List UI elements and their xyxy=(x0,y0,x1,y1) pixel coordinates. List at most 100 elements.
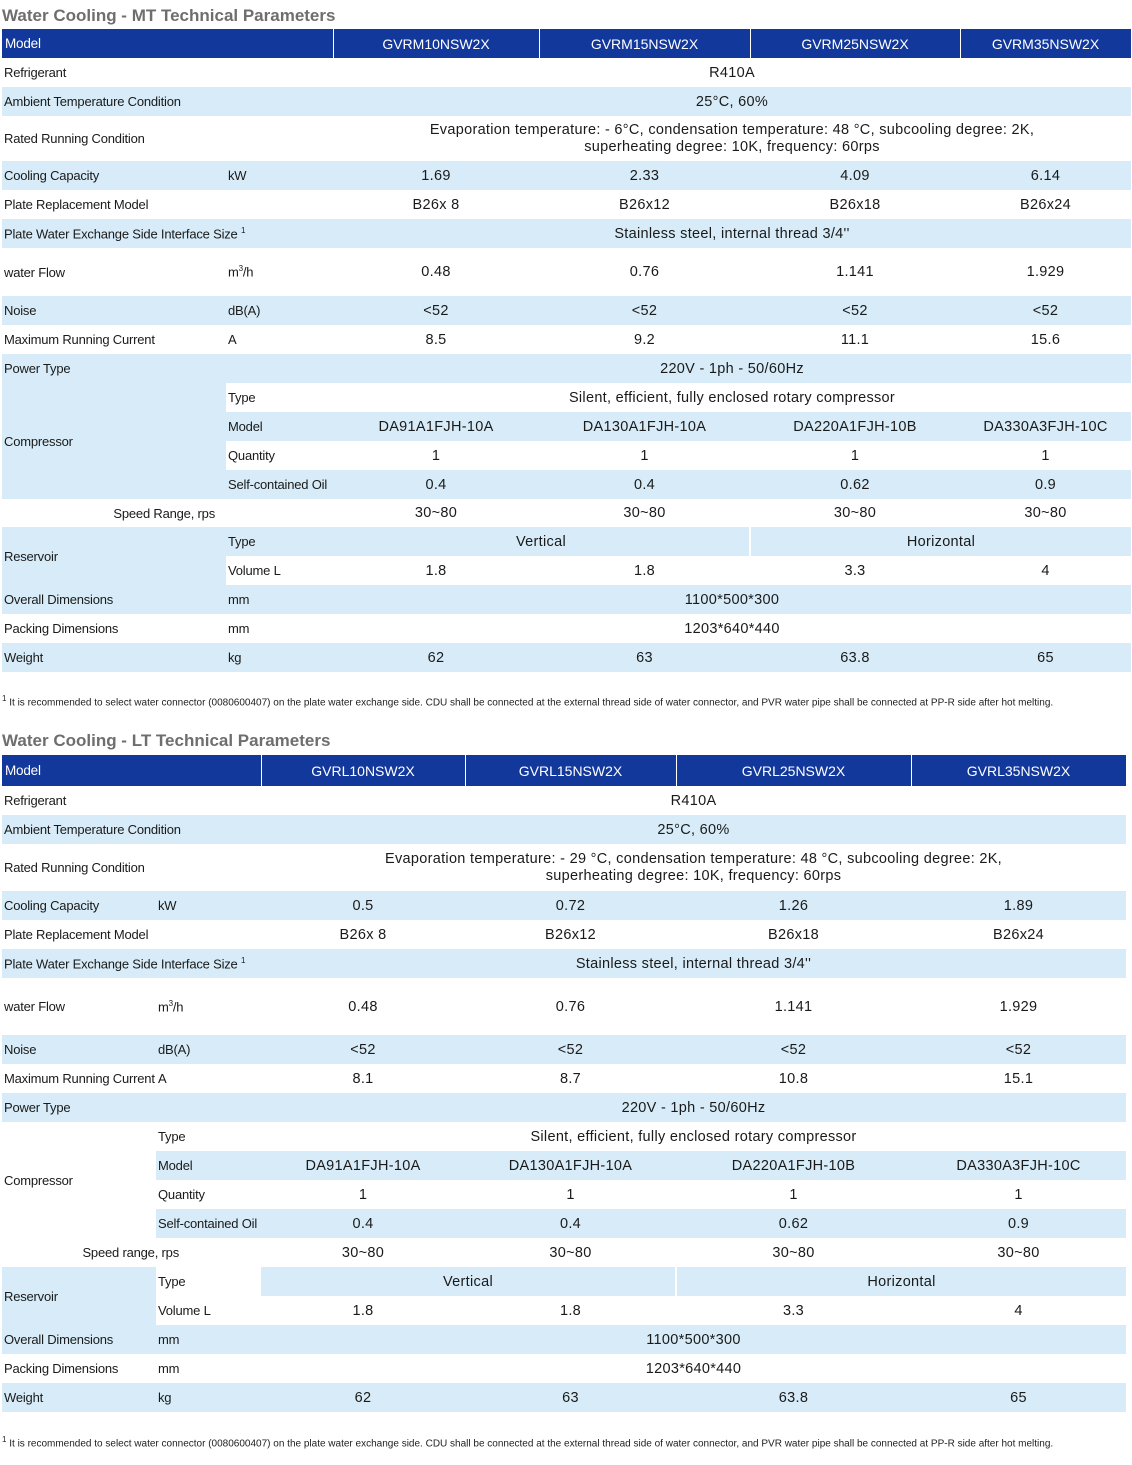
weight-value: 63 xyxy=(465,1383,676,1412)
table-row: Quantity 1 1 1 1 xyxy=(2,441,1131,470)
water-flow-value: 1.141 xyxy=(750,248,960,296)
table-row: Packing Dimensions mm 1203*640*440 xyxy=(2,1354,1126,1383)
mt-section-title: Water Cooling - MT Technical Parameters xyxy=(2,6,336,25)
packing-dimensions-unit: mm xyxy=(156,1354,261,1383)
plate-model-value: B26x12 xyxy=(539,190,750,219)
max-current-label: Maximum Running Current xyxy=(2,1064,156,1093)
compressor-type-value: Silent, efficient, fully enclosed rotary… xyxy=(261,1122,1126,1151)
ambient-value: 25°C, 60% xyxy=(261,815,1126,844)
max-current-value: 8.5 xyxy=(333,325,539,354)
rated-condition-value: Evaporation temperature: - 6°C, condensa… xyxy=(333,116,1131,161)
compressor-model-label: Model xyxy=(156,1151,261,1180)
reservoir-label: Reservoir xyxy=(2,527,226,585)
max-current-value: 11.1 xyxy=(750,325,960,354)
noise-value: <52 xyxy=(465,1035,676,1064)
reservoir-type-value: Horizontal xyxy=(675,1267,1126,1296)
weight-label: Weight xyxy=(2,1383,156,1412)
table-row: Maximum Running Current A 8.1 8.7 10.8 1… xyxy=(2,1064,1126,1093)
speed-range-label: Speed Range, rps xyxy=(2,499,333,527)
refrigerant-value: R410A xyxy=(261,786,1126,815)
model-header: Model xyxy=(2,755,262,786)
compressor-model-value: DA91A1FJH-10A xyxy=(261,1151,465,1180)
water-flow-value: 1.929 xyxy=(911,978,1126,1035)
model-name: GVRL15NSW2X xyxy=(465,755,677,786)
rated-condition-value: Evaporation temperature: - 29 °C, conden… xyxy=(261,844,1126,891)
plate-model-value: B26x 8 xyxy=(333,190,539,219)
noise-value: <52 xyxy=(911,1035,1126,1064)
noise-value: <52 xyxy=(960,296,1131,325)
compressor-label: Compressor xyxy=(2,383,226,499)
noise-value: <52 xyxy=(676,1035,911,1064)
compressor-model-value: DA330A3FJH-10C xyxy=(911,1151,1126,1180)
plate-interface-value: Stainless steel, internal thread 3/4'' xyxy=(333,219,1131,248)
compressor-oil-label: Self-contained Oil xyxy=(156,1209,261,1238)
noise-value: <52 xyxy=(750,296,960,325)
table-row: Model DA91A1FJH-10A DA130A1FJH-10A DA220… xyxy=(2,412,1131,441)
water-flow-unit: m3/h xyxy=(226,248,333,296)
plate-model-label: Plate Replacement Model xyxy=(2,190,333,219)
overall-dimensions-unit: mm xyxy=(226,585,333,614)
speed-range-label: Speed range, rps xyxy=(2,1238,261,1267)
footnote-marker: 1 xyxy=(241,955,246,965)
table-row: Self-contained Oil 0.4 0.4 0.62 0.9 xyxy=(2,470,1131,499)
ambient-label: Ambient Temperature Condition xyxy=(2,87,333,116)
cooling-capacity-label: Cooling Capacity xyxy=(2,891,156,920)
footnote-marker: 1 xyxy=(241,225,246,235)
table-row: Ambient Temperature Condition 25°C, 60% xyxy=(2,87,1131,116)
table-row: Packing Dimensions mm 1203*640*440 xyxy=(2,614,1131,643)
ambient-label: Ambient Temperature Condition xyxy=(2,815,261,844)
compressor-oil-value: 0.4 xyxy=(539,470,750,499)
reservoir-volume-value: 1.8 xyxy=(333,556,539,585)
table-row: Quantity 1 1 1 1 xyxy=(2,1180,1126,1209)
cooling-capacity-unit: kW xyxy=(226,161,333,190)
weight-label: Weight xyxy=(2,643,226,672)
max-current-unit: A xyxy=(226,325,333,354)
max-current-value: 10.8 xyxy=(676,1064,911,1093)
table-row: Weight kg 62 63 63.8 65 xyxy=(2,643,1131,672)
noise-value: <52 xyxy=(261,1035,465,1064)
compressor-qty-value: 1 xyxy=(960,441,1131,470)
table-row: Noise dB(A) <52 <52 <52 <52 xyxy=(2,296,1131,325)
table-row: Overall Dimensions mm 1100*500*300 xyxy=(2,1325,1126,1354)
table-row: Reservoir Type Vertical Horizontal xyxy=(2,1267,1126,1325)
table-row: Plate Water Exchange Side Interface Size… xyxy=(2,949,1126,978)
table-row: Noise dB(A) <52 <52 <52 <52 xyxy=(2,1035,1126,1064)
table-row: Plate Replacement Model B26x 8 B26x12 B2… xyxy=(2,920,1126,949)
compressor-type-label: Type xyxy=(156,1122,261,1151)
speed-range-value: 30~80 xyxy=(539,499,750,527)
cooling-capacity-value: 1.69 xyxy=(333,161,539,190)
water-flow-label: water Flow xyxy=(2,248,226,296)
weight-value: 65 xyxy=(960,643,1131,672)
compressor-qty-value: 1 xyxy=(261,1180,465,1209)
cooling-capacity-value: 4.09 xyxy=(750,161,960,190)
refrigerant-label: Refrigerant xyxy=(2,58,333,87)
overall-dimensions-label: Overall Dimensions xyxy=(2,585,226,614)
refrigerant-label: Refrigerant xyxy=(2,786,261,815)
overall-dimensions-unit: mm xyxy=(156,1325,261,1354)
weight-value: 63.8 xyxy=(676,1383,911,1412)
compressor-model-value: DA220A1FJH-10B xyxy=(750,412,960,441)
table-row: Reservoir Type Vertical Horizontal xyxy=(2,527,1131,585)
compressor-oil-value: 0.4 xyxy=(261,1209,465,1238)
compressor-model-value: DA130A1FJH-10A xyxy=(539,412,750,441)
reservoir-type-label: Type xyxy=(226,527,333,556)
water-flow-value: 0.48 xyxy=(261,978,465,1035)
weight-unit: kg xyxy=(226,643,333,672)
plate-model-label: Plate Replacement Model xyxy=(2,920,261,949)
rated-condition-line: superheating degree: 10K, frequency: 60r… xyxy=(545,867,842,884)
power-type-value: 220V - 1ph - 50/60Hz xyxy=(333,354,1131,383)
footnote-text: It is recommended to select water connec… xyxy=(9,1438,1054,1450)
power-type-value: 220V - 1ph - 50/60Hz xyxy=(261,1093,1126,1122)
reservoir-volume-label: Volume L xyxy=(156,1296,261,1325)
model-name: GVRM35NSW2X xyxy=(960,29,1132,58)
footnote-marker: 1 xyxy=(2,1435,7,1444)
compressor-qty-label: Quantity xyxy=(156,1180,261,1209)
table-row: Speed range, rps 30~80 30~80 30~80 30~80 xyxy=(2,1238,1126,1267)
max-current-value: 15.1 xyxy=(911,1064,1126,1093)
speed-range-value: 30~80 xyxy=(911,1238,1126,1267)
reservoir-volume-value: 1.8 xyxy=(539,556,750,585)
unit-text: /h xyxy=(172,999,184,1015)
table-header-row: Model GVRM10NSW2X GVRM15NSW2X GVRM25NSW2… xyxy=(2,29,1132,58)
plate-model-value: B26x18 xyxy=(750,190,960,219)
table-row: Compressor Type Silent, efficient, fully… xyxy=(2,1122,1126,1238)
